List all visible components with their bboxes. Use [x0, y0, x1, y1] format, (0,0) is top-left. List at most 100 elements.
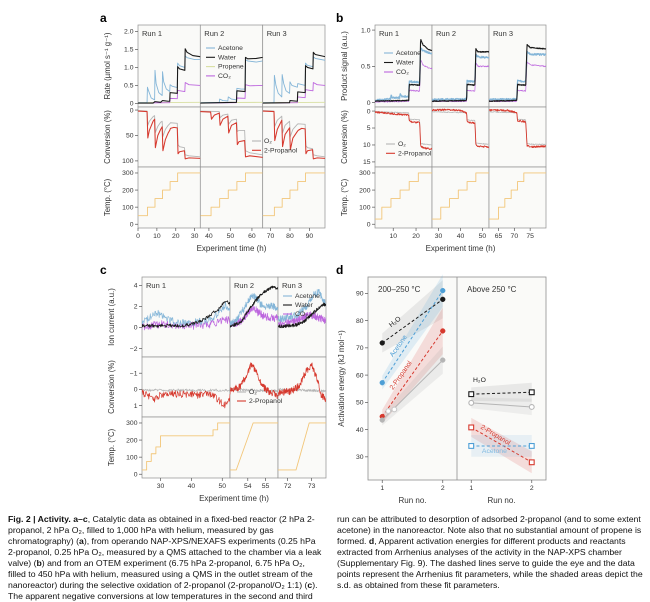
legend-label-o: O₂ — [249, 389, 257, 396]
label: 10 — [389, 233, 397, 240]
marker-h-o — [528, 389, 535, 396]
caption-bold-text: b — [36, 557, 42, 568]
label: 75 — [526, 233, 534, 240]
label: 15 — [363, 159, 371, 166]
panel-a-run-title-3: Run 3 — [267, 29, 287, 38]
series-acetone-run-3 — [278, 289, 326, 323]
caption-bold-text: Fig. 2 | Activity. — [8, 514, 74, 524]
panel-b-run-title-3: Run 3 — [493, 29, 513, 38]
label: 0 — [134, 387, 138, 394]
series-temperature-run-2 — [200, 172, 263, 217]
series-temperature-run-1 — [142, 422, 230, 471]
marker-o-fit — [391, 406, 398, 413]
series-o-run-3 — [262, 110, 326, 158]
label: 0 — [134, 471, 138, 478]
panel-a-row-temp-y-axis: 300 200 100 0 — [122, 170, 138, 228]
panel-a-row-conversion-y-axis: 0 50 100 — [122, 107, 138, 165]
series-water-run-1 — [142, 300, 230, 328]
panel-c-cell-2-1 — [141, 416, 231, 479]
label: 2.0 — [124, 29, 134, 36]
panel-a-legend-rate: Acetone Water Propene CO₂ — [206, 45, 244, 80]
label: 30 — [157, 483, 165, 490]
panel-a-cell-2-2 — [199, 166, 264, 229]
label: 0 — [367, 108, 371, 115]
panel-a-cell-0-2 — [199, 24, 264, 108]
label: 50 — [356, 400, 364, 407]
panel-letter-d: d — [336, 263, 343, 277]
panel-d-xlabel-1: Run no. — [398, 496, 426, 505]
panel-c-legend-conversion: O₂ 2-Propanol — [237, 389, 283, 405]
panel-d-y-axis: 30 40 50 60 70 80 90 — [356, 291, 368, 461]
legend-label-water: Water — [295, 302, 314, 309]
label: 5 — [367, 125, 371, 132]
label: 30 — [356, 454, 364, 461]
panel-b-legend-product: Acetone Water CO₂ — [384, 50, 421, 76]
panel-b-row-temp-y-axis: 300 200 100 0 — [359, 170, 375, 228]
panel-b-cell-2-1 — [374, 166, 433, 229]
caption-bold-text: c — [82, 514, 88, 524]
panel-b-row-conversion-y-axis: 0 5 10 15 — [363, 108, 375, 166]
marker-acetone — [440, 287, 446, 294]
label: 0 — [367, 221, 371, 228]
caption-bold-text: c — [307, 579, 313, 590]
legend-label-o: O₂ — [398, 141, 406, 148]
panel-c-run-title-2: Run 2 — [234, 281, 254, 290]
label: 0 — [367, 100, 371, 107]
label: 60 — [248, 233, 256, 240]
legend-label-water: Water — [218, 54, 237, 61]
panel-c-row-conversion-y-axis: −1 0 1 — [130, 370, 142, 410]
label: 100 — [359, 204, 371, 211]
label: 90 — [356, 291, 364, 298]
series-2-propanol-run-3 — [278, 362, 326, 403]
label: 40 — [188, 483, 196, 490]
panel-b-cell-1-1 — [374, 106, 433, 168]
series-2-propanol-run-2 — [230, 362, 278, 399]
label: 0 — [130, 221, 134, 228]
panel-b-xlabel: Experiment time (h) — [426, 244, 496, 253]
panel-c-row-ion-y-axis: 4 2 0 −2 — [130, 283, 142, 353]
label: 70 — [356, 345, 364, 352]
label: 100 — [122, 158, 134, 165]
label: 40 — [356, 427, 364, 434]
panel-a-cell-0-3 — [262, 24, 326, 108]
label: 55 — [262, 483, 270, 490]
caption-text: , Apparent activation energies for diffe… — [337, 535, 643, 590]
label: 300 — [126, 420, 138, 427]
label: 2 — [134, 304, 138, 311]
label: 73 — [308, 483, 316, 490]
panel-c-ylabel-ion: Ion current (a.u.) — [107, 288, 116, 346]
caption-text: run can be attributed to desorption of a… — [337, 514, 642, 546]
label: 300 — [359, 170, 371, 177]
label: 200 — [126, 437, 138, 444]
series-temperature-run-1 — [138, 172, 201, 217]
caption-text: ) and from an OTEM experiment (6.75 hPa … — [8, 557, 313, 590]
label: 70 — [511, 233, 519, 240]
legend-label-2-propanol: 2-Propanol — [249, 398, 283, 405]
legend-label-propene: Propene — [218, 64, 244, 71]
panel-c-ylabel-conversion: Conversion (%) — [107, 360, 116, 414]
series-o-run-1 — [142, 388, 230, 392]
panel-a-x-axis: 0 10 20 30 40 50 60 70 80 90 — [136, 228, 313, 240]
line-h-o — [381, 298, 444, 344]
panel-b-cell-0-1 — [374, 24, 433, 108]
band-h-o — [471, 382, 532, 402]
series-co-run-1 — [142, 315, 230, 331]
panel-d-sub-title-1: 200–250 °C — [378, 285, 421, 294]
series-water-run-3 — [262, 51, 326, 104]
marker-o — [528, 404, 535, 410]
panel-c-row-temp-y-axis: 300 200 100 0 — [126, 420, 142, 478]
panel-c-xlabel: Experiment time (h) — [199, 494, 269, 503]
panel-b-legend-conversion: O₂ 2-Propanol — [386, 141, 432, 157]
panel-c-run-title-1: Run 1 — [146, 281, 166, 290]
series-temperature-run-3 — [278, 422, 326, 471]
label: −1 — [130, 370, 138, 377]
marker-acetone — [528, 442, 535, 449]
label: 0 — [130, 101, 134, 108]
label: 40 — [457, 233, 465, 240]
series-o-run-1 — [138, 110, 201, 158]
panel-a-ylabel-rate: Rate (µmol s⁻¹ g⁻¹) — [103, 32, 112, 99]
label: 50 — [126, 133, 134, 140]
band-o — [471, 397, 532, 416]
band-2-propanol — [471, 417, 532, 474]
marker-2-propanol — [468, 424, 475, 431]
